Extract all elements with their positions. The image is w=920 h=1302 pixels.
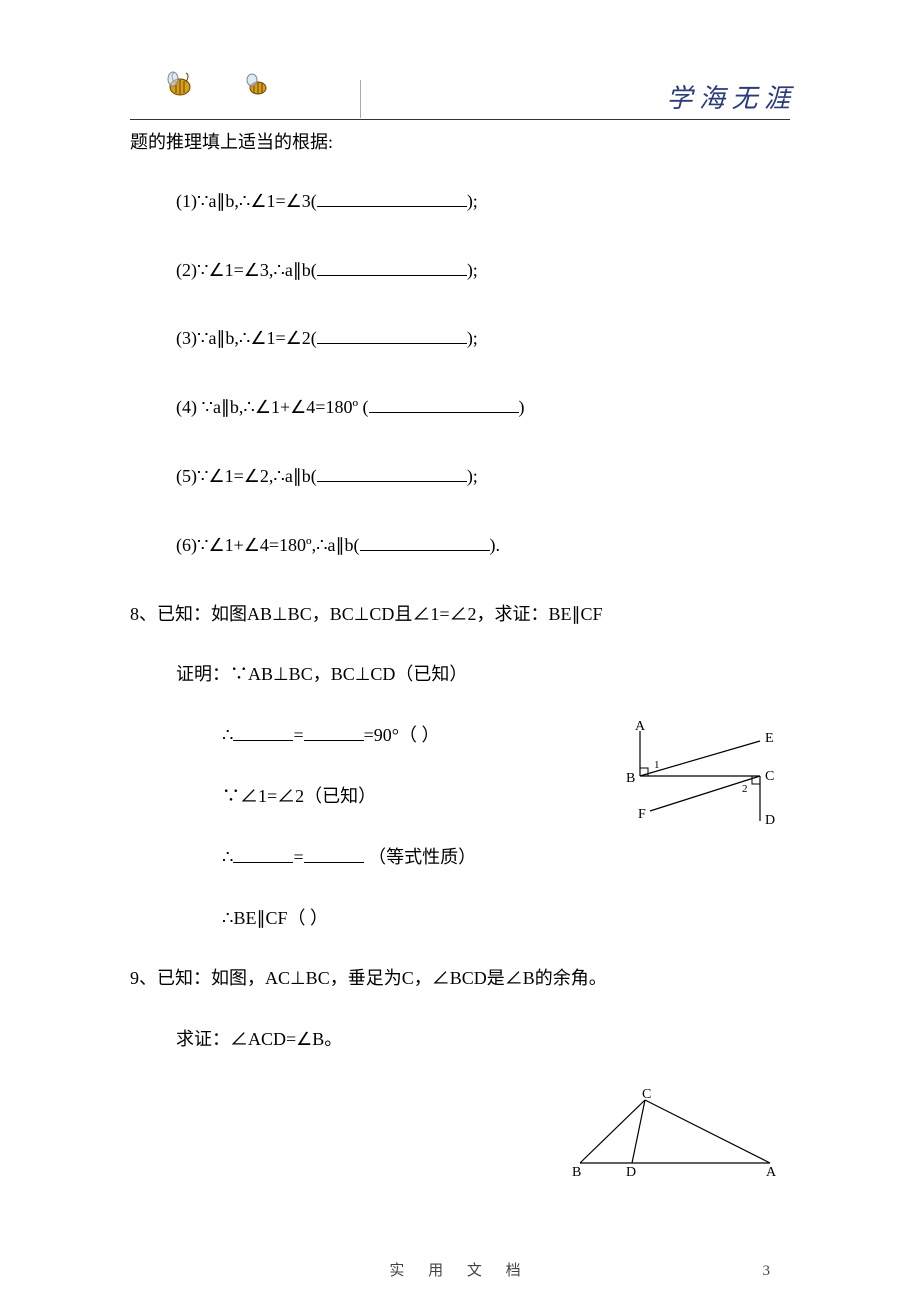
q8-s2a: ∴ <box>222 725 233 745</box>
intro-text: 题的推理填上适当的根据: <box>130 128 790 157</box>
item-6: (6)∵∠1+∠4=180º,∴a∥b(). <box>176 531 790 560</box>
item-5: (5)∵∠1=∠2,∴a∥b(); <box>176 462 790 491</box>
label-A2: A <box>766 1165 777 1178</box>
q8-step5: ∴BE∥CF（ ） <box>222 904 790 933</box>
item-tail: ); <box>467 466 478 486</box>
label-D2: D <box>626 1165 636 1178</box>
bee-small-icon <box>240 70 275 100</box>
q8-title: 8、已知：如图AB⊥BC，BC⊥CD且∠1=∠2，求证：BE∥CF <box>130 600 790 629</box>
blank <box>233 845 293 863</box>
item-4-text: (4) ∵a∥b,∴∠1+∠4=180º ( <box>176 397 369 417</box>
blank <box>317 464 467 482</box>
blank <box>369 395 519 413</box>
item-3-text: (3)∵a∥b,∴∠1=∠2( <box>176 328 317 348</box>
label-F: F <box>638 807 646 822</box>
q8-step1: 证明：∵AB⊥BC，BC⊥CD（已知） <box>176 660 790 689</box>
item-tail: ); <box>467 191 478 211</box>
q9-title: 9、已知：如图，AC⊥BC，垂足为C，∠BCD是∠B的余角。 <box>130 964 790 993</box>
q8-s2c: =90°（ ） <box>364 725 440 745</box>
blank <box>360 533 490 551</box>
item-1-text: (1)∵a∥b,∴∠1=∠3( <box>176 191 317 211</box>
blank <box>317 189 467 207</box>
blank <box>317 258 467 276</box>
page-header: 学 海 无 涯 <box>130 60 790 120</box>
q8-s4c: （等式性质） <box>364 847 477 867</box>
label-A: A <box>635 719 646 734</box>
header-divider <box>360 80 361 118</box>
label-E: E <box>765 731 774 746</box>
label-B: B <box>626 771 635 786</box>
geometry-diagram-1: A B C D E F 1 2 <box>600 716 790 846</box>
label-C: C <box>765 769 774 784</box>
blank <box>233 723 293 741</box>
blank <box>304 845 364 863</box>
q8-s2b: = <box>293 725 303 745</box>
item-tail: ); <box>467 260 478 280</box>
footer-text: 实 用 文 档 <box>0 1259 920 1280</box>
blank <box>304 723 364 741</box>
item-tail: ). <box>490 535 501 555</box>
label-2: 2 <box>742 783 748 795</box>
q8-step4: ∴ = （等式性质） <box>222 843 790 872</box>
item-6-text: (6)∵∠1+∠4=180º,∴a∥b( <box>176 535 360 555</box>
item-3: (3)∵a∥b,∴∠1=∠2(); <box>176 324 790 353</box>
q9-step1: 求证：∠ACD=∠B。 <box>176 1025 790 1054</box>
item-tail: ); <box>467 328 478 348</box>
bee-icon <box>160 65 200 105</box>
item-tail: ) <box>519 397 525 417</box>
label-D: D <box>765 813 775 828</box>
item-2: (2)∵∠1=∠3,∴a∥b(); <box>176 256 790 285</box>
q8-s4b: = <box>293 847 303 867</box>
page-number: 3 <box>763 1263 771 1280</box>
q8-s4a: ∴ <box>222 847 233 867</box>
header-title: 学 海 无 涯 <box>666 78 790 115</box>
item-4: (4) ∵a∥b,∴∠1+∠4=180º () <box>176 393 790 422</box>
item-1: (1)∵a∥b,∴∠1=∠3(); <box>176 187 790 216</box>
item-5-text: (5)∵∠1=∠2,∴a∥b( <box>176 466 317 486</box>
label-C2: C <box>642 1088 651 1102</box>
label-1: 1 <box>654 759 660 771</box>
blank <box>317 326 467 344</box>
item-2-text: (2)∵∠1=∠3,∴a∥b( <box>176 260 317 280</box>
label-B2: B <box>572 1165 581 1178</box>
geometry-diagram-2: C B D A <box>560 1088 790 1178</box>
